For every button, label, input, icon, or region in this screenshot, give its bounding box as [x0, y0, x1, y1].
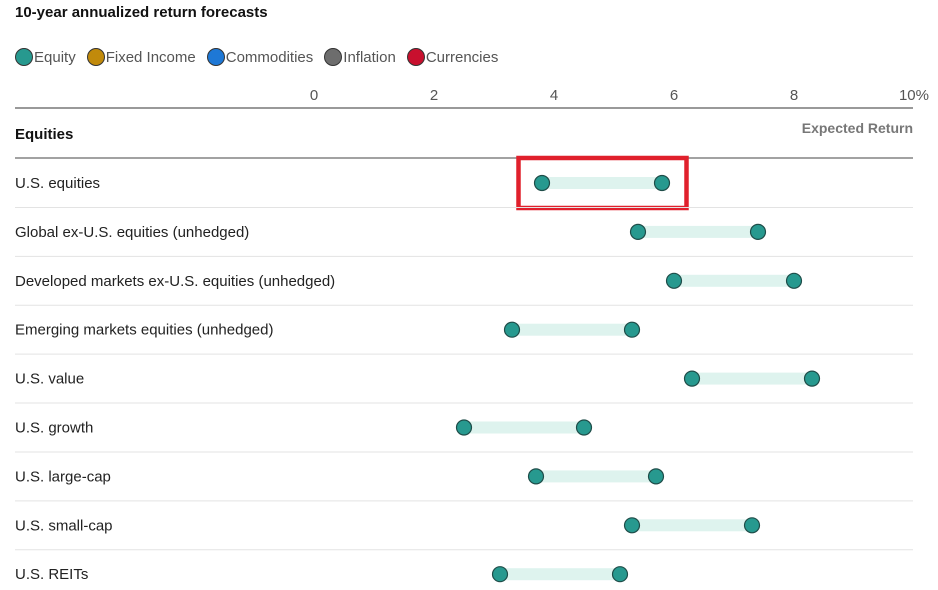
tick-label: 10%	[899, 87, 929, 104]
high-dot	[785, 272, 803, 289]
section-title: Equities	[15, 126, 73, 143]
row-label: U.S. value	[15, 371, 84, 388]
high-dot	[743, 517, 761, 534]
legend-item-equity[interactable]: Equity	[15, 48, 76, 66]
range-bar	[536, 470, 656, 483]
legend-item-inflation[interactable]: Inflation	[324, 48, 396, 66]
high-dot	[611, 566, 629, 583]
legend-item-currencies[interactable]: Currencies	[406, 48, 499, 66]
legend-swatch-currencies	[406, 48, 425, 66]
row-label: U.S. small-cap	[15, 517, 113, 534]
legend-label-inflation: Inflation	[343, 48, 396, 66]
range-bar	[638, 225, 758, 238]
legend-swatch-equity	[15, 48, 33, 66]
range-bar	[464, 421, 584, 434]
range-bar	[632, 519, 752, 532]
low-dot	[629, 223, 647, 240]
tick-label: 2	[430, 87, 438, 104]
range-bar	[500, 568, 620, 581]
row: U.S. growth	[15, 419, 913, 453]
high-dot	[749, 223, 767, 240]
tick-label: 8	[790, 87, 798, 104]
legend-item-fixed-income[interactable]: Fixed Income	[86, 48, 196, 66]
chart-title: 10-year annualized return forecasts	[15, 4, 268, 21]
low-dot	[683, 370, 701, 387]
low-dot	[533, 174, 551, 192]
legend-label-currencies: Currencies	[425, 48, 499, 66]
row-label: U.S. growth	[15, 420, 93, 437]
column-label: Expected Return	[802, 120, 913, 136]
low-dot	[455, 419, 473, 436]
row: U.S. value	[15, 370, 913, 404]
row: U.S. small-cap	[15, 517, 913, 551]
high-dot	[653, 174, 671, 192]
highlight-box	[516, 155, 689, 211]
low-dot	[527, 468, 545, 485]
row: U.S. large-cap	[15, 468, 913, 502]
legend-label-commodities: Commodities	[225, 48, 314, 66]
low-dot	[503, 321, 521, 338]
range-bar	[692, 372, 812, 385]
low-dot	[665, 272, 683, 289]
row-label: U.S. equities	[15, 175, 100, 192]
x-axis-ticks: 0 2 4 6 8 10%	[310, 87, 929, 104]
legend-label-equity: Equity	[34, 48, 76, 66]
legend-label-fixed-income: Fixed Income	[105, 48, 196, 66]
legend: Equity Fixed Income Commodities Inflatio…	[15, 46, 509, 68]
row: Emerging markets equities (unhedged)	[15, 321, 913, 355]
range-bar	[674, 274, 794, 287]
range-bar	[512, 323, 632, 336]
legend-swatch-fixed-income	[86, 48, 105, 66]
low-dot	[491, 566, 509, 583]
row: U.S. REITs	[15, 566, 629, 583]
tick-label: 4	[550, 87, 558, 104]
high-dot	[647, 468, 665, 485]
row-label: Emerging markets equities (unhedged)	[15, 322, 273, 339]
row-label: U.S. REITs	[15, 566, 88, 583]
row: Developed markets ex-U.S. equities (unhe…	[15, 272, 913, 306]
low-dot	[623, 517, 641, 534]
chart-rows: U.S. equities Global ex-U.S. equities (un…	[15, 155, 913, 583]
tick-label: 6	[670, 87, 678, 104]
row-label: Developed markets ex-U.S. equities (unhe…	[15, 273, 335, 290]
row: Global ex-U.S. equities (unhedged)	[15, 223, 913, 257]
legend-swatch-commodities	[206, 48, 225, 66]
high-dot	[803, 370, 821, 387]
row: U.S. equities	[15, 155, 913, 211]
row-label: U.S. large-cap	[15, 468, 111, 485]
tick-label: 0	[310, 87, 318, 104]
row-label: Global ex-U.S. equities (unhedged)	[15, 224, 249, 241]
range-bar	[542, 177, 662, 189]
high-dot	[623, 321, 641, 338]
legend-item-commodities[interactable]: Commodities	[206, 48, 314, 66]
high-dot	[575, 419, 593, 436]
legend-swatch-inflation	[324, 48, 343, 66]
